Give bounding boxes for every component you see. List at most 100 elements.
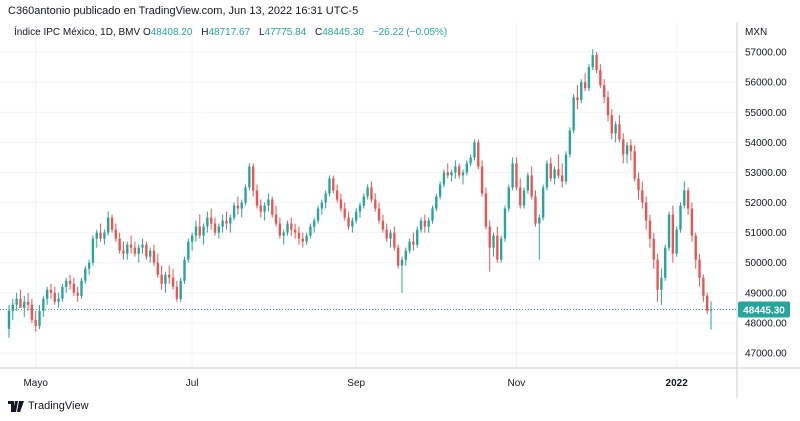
- candle-body: [641, 190, 644, 203]
- candle-body: [297, 232, 301, 239]
- candle-body: [522, 190, 526, 206]
- candle-body: [568, 130, 572, 155]
- candle-body: [91, 238, 95, 263]
- candle-body: [656, 259, 659, 290]
- candle-body: [580, 82, 583, 101]
- candle-body: [255, 190, 259, 206]
- candle-body: [488, 226, 491, 248]
- candle-body: [675, 229, 678, 254]
- candle-body: [602, 85, 606, 98]
- candle-body: [610, 115, 613, 134]
- candle-body: [68, 280, 72, 284]
- time-tick-label: Mayo: [23, 378, 48, 389]
- candle-body: [53, 292, 56, 302]
- candle-body: [526, 175, 530, 191]
- candle-body: [30, 304, 34, 320]
- candle-body: [614, 124, 617, 134]
- candle-body: [442, 172, 446, 185]
- candle-body: [664, 247, 667, 278]
- candle-body: [278, 223, 282, 236]
- candlestick-chart[interactable]: MXN 47000.00 48000.00 49000.00 50000.00 51000…: [0, 22, 800, 398]
- candle-body: [145, 244, 148, 257]
- candle-body: [374, 199, 377, 209]
- candle-body: [400, 259, 404, 266]
- candle-body: [229, 217, 232, 224]
- candle-body: [549, 163, 552, 179]
- candle-body: [561, 175, 564, 182]
- candle-body: [99, 232, 102, 239]
- price-tick-label: 49000.00: [745, 288, 787, 299]
- candle-body: [534, 196, 537, 224]
- candle-body: [450, 172, 453, 176]
- candle-body: [496, 235, 499, 260]
- candle-body: [690, 208, 694, 236]
- candle-body: [274, 214, 278, 224]
- candle-body: [194, 226, 198, 236]
- candle-body: [503, 208, 507, 239]
- candle-body: [244, 187, 247, 203]
- legend-low-label: L: [258, 27, 265, 38]
- candle-body: [587, 67, 591, 89]
- time-tick-label: Jul: [186, 378, 199, 389]
- candle-body: [202, 226, 205, 236]
- candle-body: [343, 208, 346, 218]
- tradingview-footer[interactable]: TradingView: [8, 400, 89, 412]
- candle-body: [206, 217, 209, 227]
- candle-body: [515, 163, 518, 188]
- candle-body: [282, 232, 285, 236]
- candle-body: [179, 280, 182, 299]
- candle-body: [34, 319, 37, 326]
- candle-body: [114, 229, 118, 239]
- candle-body: [160, 274, 163, 284]
- candle-body: [396, 247, 400, 266]
- legend-high-label: H: [201, 27, 209, 38]
- candle-body: [320, 202, 324, 209]
- candle-body: [473, 142, 476, 158]
- candle-body: [366, 187, 369, 197]
- candle-body: [416, 229, 419, 245]
- candle-body: [259, 205, 262, 212]
- price-tick-label: 55000.00: [745, 108, 787, 119]
- candle-body: [141, 244, 144, 248]
- candle-body: [76, 292, 79, 296]
- candle-body: [667, 214, 671, 248]
- candle-body: [530, 175, 533, 197]
- candle-body: [217, 226, 221, 233]
- grid: [0, 22, 800, 398]
- chart-legend: Índice IPC México, 1D, BMV O48408.20 H48…: [14, 27, 447, 38]
- candle-body: [335, 190, 339, 200]
- price-tick-label: 57000.00: [745, 48, 787, 59]
- candle-body: [183, 259, 186, 281]
- candle-body: [519, 187, 522, 206]
- candle-body: [541, 187, 545, 218]
- tradingview-brand: TradingView: [28, 400, 89, 412]
- time-axis: MayoJulSepNov2022MarMayo13: [23, 378, 689, 389]
- candle-body: [152, 250, 156, 263]
- candle-body: [625, 145, 629, 155]
- candle-body: [221, 220, 224, 227]
- candle-body: [133, 247, 137, 254]
- candle-body: [591, 55, 594, 68]
- candle-body: [377, 208, 381, 221]
- candle-body: [198, 226, 201, 236]
- candle-body: [686, 190, 690, 209]
- candle-body: [652, 238, 655, 260]
- time-tick-label: 2022: [666, 378, 689, 389]
- candle-body: [248, 166, 251, 188]
- candle-body: [362, 196, 365, 206]
- candle-body: [251, 166, 255, 191]
- candle-body: [484, 193, 488, 227]
- candle-body: [576, 97, 579, 101]
- candle-body: [419, 220, 423, 230]
- price-tick-label: 47000.00: [745, 348, 787, 359]
- last-price-tag: [738, 301, 790, 318]
- candle-body: [465, 163, 469, 173]
- candle-body: [190, 235, 194, 242]
- candle-body: [110, 217, 114, 230]
- candle-body: [553, 169, 556, 179]
- price-tick-label: 48000.00: [745, 318, 787, 329]
- candle-body: [679, 205, 682, 230]
- candle-body: [660, 277, 663, 290]
- candle-body: [389, 232, 392, 239]
- candle-body: [171, 277, 175, 287]
